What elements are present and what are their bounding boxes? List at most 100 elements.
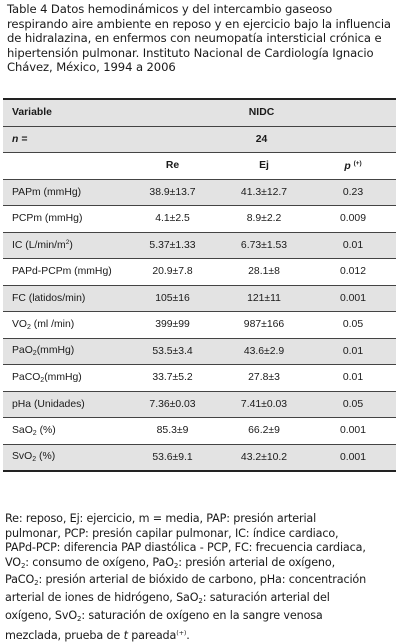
ej-value-cell: 66.2±9 [218, 417, 310, 444]
column-header-row: Re Ej p (+) [3, 152, 396, 179]
ej-value-cell: 121±11 [218, 284, 310, 312]
fn-sub: 2 [173, 561, 179, 570]
data-table-container: Variable NIDC n = 24 Re Ej p (+) PAPm (m… [3, 98, 396, 472]
table-row: PCPm (mmHg) 4.1±2.5 8.9±2.2 0.009 [3, 205, 396, 232]
fn-sub: 2 [34, 579, 39, 588]
re-value-cell: 53.5±3.4 [127, 337, 218, 365]
ej-value-cell: 987±166 [218, 311, 310, 338]
p-superscript: (+) [353, 159, 362, 167]
p-value-cell: 0.001 [310, 284, 396, 312]
p-value-cell: 0.01 [310, 231, 396, 259]
fn-text: : saturación arterial del [202, 590, 330, 604]
table-row: SaO2 (%) 85.3±9 66.2±9 0.001 [3, 417, 396, 444]
table-row: PaO2(mmHg) 53.5±3.4 43.6±2.9 0.01 [3, 337, 396, 365]
p-value-cell: 0.009 [310, 205, 396, 232]
p-value-cell: 0.05 [310, 311, 396, 338]
variable-superscript: 2 [65, 239, 70, 247]
variable-text: (mmHg) [36, 345, 75, 357]
variable-cell: IC (L/min/m2) [3, 231, 127, 259]
fn-text: pareada [127, 629, 177, 643]
re-value-cell: 7.36±0.03 [127, 390, 218, 418]
fn-text: arterial de iones de hidrógeno, SaO [5, 590, 199, 604]
variable-cell: PAPm (mmHg) [3, 178, 127, 206]
ej-value-cell: 27.8±3 [218, 364, 310, 391]
variable-text: IC (L/min/m [12, 240, 66, 252]
group-header: NIDC [127, 98, 396, 126]
re-value-cell: 53.6±9.1 [127, 443, 218, 472]
col-re-header: Re [127, 152, 218, 179]
variable-cell: pHa (Unidades) [3, 390, 127, 418]
table-row: FC (latidos/min) 105±16 121±11 0.001 [3, 284, 396, 312]
table-caption: Table 4 Datos hemodinámicos y del interc… [7, 2, 391, 75]
variable-text: (%) [36, 424, 56, 436]
variable-cell: PAPd-PCPm (mmHg) [3, 258, 127, 285]
variable-text: PaCO [12, 371, 41, 383]
footnote-line: pulmonar, PCP: presión capilar pulmonar,… [5, 526, 339, 540]
col-p-header: p (+) [310, 152, 396, 179]
variable-subscript: 2 [32, 429, 37, 437]
ej-value-cell: 28.1±8 [218, 258, 310, 285]
fn-sub: 2 [198, 596, 203, 605]
p-value-cell: 0.001 [310, 443, 396, 472]
re-value-cell: 38.9±13.7 [127, 178, 218, 206]
re-value-cell: 33.7±5.2 [127, 364, 218, 391]
table-row: IC (L/min/m2) 5.37±1.33 6.73±1.53 0.01 [3, 231, 396, 259]
table-row: PAPm (mmHg) 38.9±13.7 41.3±12.7 0.23 [3, 178, 396, 206]
fn-text: : consumo de oxígeno, PaO [25, 555, 174, 569]
variable-cell: PaO2(mmHg) [3, 337, 127, 365]
variable-cell: FC (latidos/min) [3, 284, 127, 312]
footnote-line: PaCO2: presión arterial de bióxido de ca… [5, 573, 397, 591]
re-value-cell: 5.37±1.33 [127, 231, 218, 259]
fn-text: : saturación de oxígeno en la sangre ven… [81, 608, 323, 622]
variable-cell: SaO2 (%) [3, 417, 127, 444]
fn-text: : presión arterial de bióxido de carbono… [38, 573, 367, 587]
fn-text: mezclada, prueba de [5, 629, 124, 643]
ej-value-cell: 7.41±0.03 [218, 390, 310, 418]
re-value-cell: 399±99 [127, 311, 218, 338]
table-row: VO2 (ml /min) 399±99 987±166 0.05 [3, 311, 396, 338]
table-footnote: Re: reposo, Ej: ejercicio, m = media, PA… [5, 512, 397, 644]
variable-header: Variable [3, 98, 127, 126]
p-value-cell: 0.01 [310, 337, 396, 365]
fn-text: . [186, 629, 190, 643]
re-value-cell: 85.3±9 [127, 417, 218, 444]
table-row: PaCO2(mmHg) 33.7±5.2 27.8±3 0.01 [3, 364, 396, 391]
variable-subscript: 2 [27, 323, 31, 331]
footnote-line: Re: reposo, Ej: ejercicio, m = media, PA… [5, 512, 317, 525]
variable-text: (mmHg) [44, 371, 82, 383]
fn-text: oxígeno, SvO [5, 608, 77, 622]
fn-text: VO [5, 555, 21, 569]
re-value-cell: 20.9±7.8 [127, 258, 218, 285]
variable-text: (ml /min) [30, 318, 75, 330]
ej-value-cell: 6.73±1.53 [218, 231, 310, 259]
variable-cell: VO2 (ml /min) [3, 311, 127, 338]
footnote-line: mezclada, prueba de t pareada(+). [5, 626, 397, 644]
table-row: PAPd-PCPm (mmHg) 20.9±7.8 28.1±8 0.012 [3, 258, 396, 285]
p-value-cell: 0.05 [310, 390, 396, 418]
fn-text: : presión arterial de oxígeno, [178, 555, 335, 569]
ej-value-cell: 43.6±2.9 [218, 337, 310, 365]
variable-subscript: 2 [32, 350, 37, 358]
n-label: n = [3, 125, 127, 153]
blank-header-cell [3, 152, 127, 179]
table-body: PAPm (mmHg) 38.9±13.7 41.3±12.7 0.23 PCPm (m… [3, 178, 396, 472]
footnote-line: VO2: consumo de oxígeno, PaO2: presión a… [5, 556, 397, 574]
footnote-line: oxígeno, SvO2: saturación de oxígeno en … [5, 609, 397, 627]
p-value-cell: 0.23 [310, 178, 396, 206]
variable-cell: PaCO2(mmHg) [3, 364, 127, 391]
p-value-cell: 0.001 [310, 417, 396, 444]
p-value-cell: 0.01 [310, 364, 396, 391]
re-value-cell: 105±16 [127, 284, 218, 312]
table-row: pHa (Unidades) 7.36±0.03 7.41±0.03 0.05 [3, 390, 396, 418]
header-row-variable: Variable NIDC [3, 98, 396, 126]
col-ej-header: Ej [218, 152, 310, 179]
p-value-cell: 0.012 [310, 258, 396, 285]
fn-sub: 2 [20, 561, 26, 570]
fn-sub: 2 [77, 614, 82, 623]
n-value: 24 [127, 125, 396, 153]
p-symbol: p [344, 160, 351, 172]
variable-text: ) [69, 240, 73, 252]
variable-subscript: 2 [32, 456, 37, 464]
variable-text: VO [12, 318, 28, 330]
ej-value-cell: 43.2±10.2 [218, 443, 310, 472]
